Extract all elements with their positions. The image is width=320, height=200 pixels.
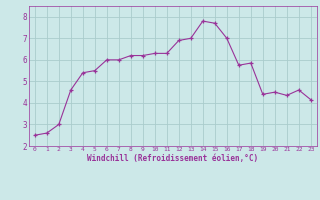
X-axis label: Windchill (Refroidissement éolien,°C): Windchill (Refroidissement éolien,°C) [87, 154, 258, 163]
